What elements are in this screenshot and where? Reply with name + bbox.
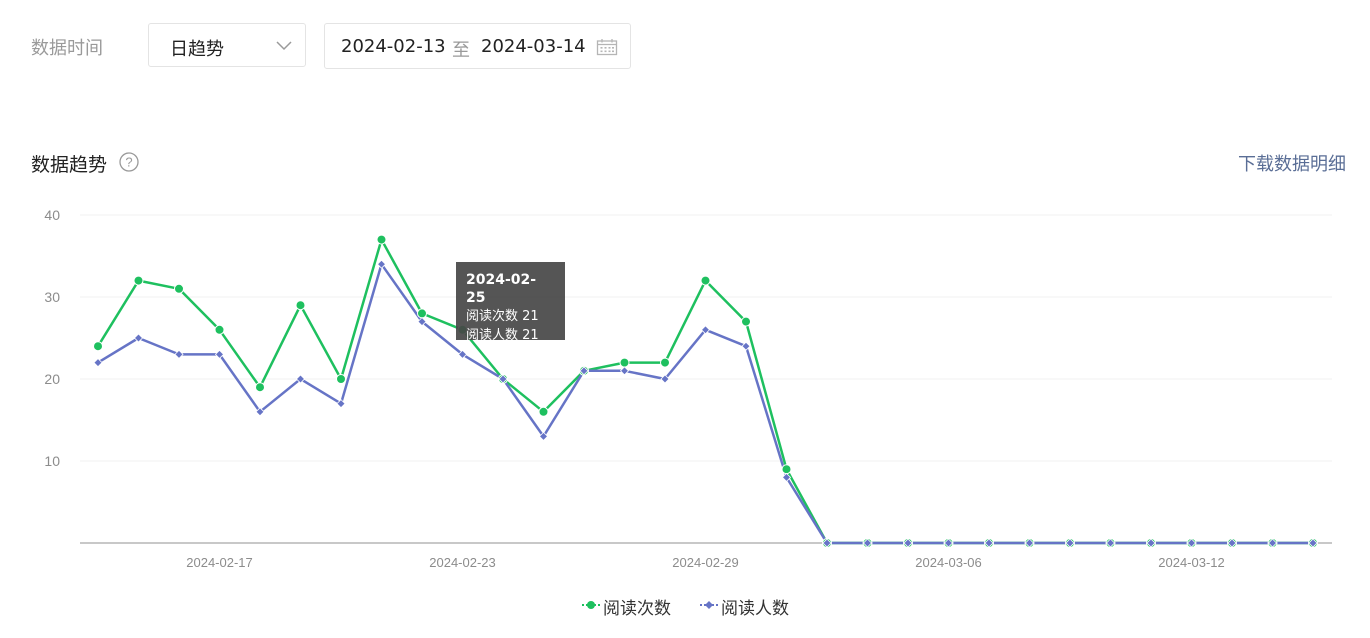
data-point-readers — [943, 538, 954, 548]
data-point-reads — [660, 357, 670, 368]
data-point-readers — [579, 366, 589, 376]
data-point-readers — [214, 349, 225, 359]
data-point-reads — [133, 275, 144, 286]
chart-tooltip: 2024-02-25 阅读次数 21 阅读人数 21 — [456, 262, 565, 343]
data-point-reads — [700, 275, 711, 286]
data-point-readers — [376, 259, 387, 269]
y-tick-label: 20 — [44, 371, 60, 387]
data-point-readers — [174, 349, 184, 359]
data-point-reads — [417, 308, 427, 319]
calendar-icon — [596, 39, 618, 56]
series-line-readers — [97, 262, 1313, 545]
question-circle-icon[interactable]: ? — [119, 152, 139, 172]
data-point-readers — [1024, 538, 1035, 548]
data-point-readers — [1227, 538, 1237, 548]
data-point-readers — [417, 317, 427, 327]
y-tick-label: 40 — [44, 207, 60, 223]
data-point-reads — [255, 382, 265, 393]
data-point-reads — [295, 300, 306, 311]
data-point-readers — [822, 538, 832, 548]
date-separator: 至 — [452, 40, 470, 61]
date-range-picker[interactable]: 2024-02-13 至 2024-03-14 — [324, 23, 631, 69]
data-point-readers — [700, 325, 711, 335]
data-point-reads — [538, 406, 549, 417]
tooltip-row-readers: 阅读人数 21 — [466, 328, 539, 343]
data-point-readers — [660, 374, 670, 384]
data-point-readers — [862, 538, 873, 548]
date-start[interactable]: 2024-02-13 — [341, 36, 446, 57]
data-point-reads — [619, 357, 630, 368]
tooltip-row-reads: 阅读次数 21 — [466, 309, 539, 324]
x-tick-label: 2024-02-29 — [672, 555, 739, 570]
date-end[interactable]: 2024-03-14 — [481, 36, 586, 57]
y-tick-label: 10 — [44, 453, 60, 469]
data-point-readers — [1308, 538, 1318, 548]
trend-select[interactable]: 日趋势 — [148, 23, 306, 67]
section-title: 数据趋势 — [31, 154, 108, 176]
data-point-readers — [619, 366, 630, 376]
data-point-reads — [336, 374, 346, 384]
x-tick-label: 2024-02-23 — [429, 555, 496, 570]
x-tick-label: 2024-02-17 — [186, 555, 253, 570]
data-point-reads — [174, 283, 184, 294]
legend-circle-marker-icon — [582, 601, 600, 609]
filter-label-data-time: 数据时间 — [31, 38, 103, 59]
data-point-readers — [1105, 538, 1116, 548]
x-tick-label: 2024-03-12 — [1158, 555, 1225, 570]
legend-label-reads: 阅读次数 — [603, 599, 671, 619]
chart-legend: 阅读次数 阅读人数 — [0, 594, 1370, 619]
legend-label-readers: 阅读人数 — [721, 599, 789, 619]
data-point-readers — [93, 358, 103, 368]
data-point-readers — [295, 374, 306, 384]
y-tick-label: 30 — [44, 289, 60, 305]
chevron-down-icon — [276, 41, 292, 51]
data-point-readers — [903, 538, 913, 548]
legend-diamond-marker-icon — [700, 601, 718, 609]
data-point-readers — [741, 341, 751, 351]
data-point-readers — [255, 407, 265, 417]
trend-line-chart: 10 20 30 40 2024-02-17 2024-02-23 2024-02-29 20… — [44, 207, 1332, 570]
data-point-readers — [457, 349, 468, 359]
x-tick-label: 2024-03-06 — [915, 555, 982, 570]
data-point-readers — [1267, 538, 1278, 548]
data-point-readers — [984, 538, 994, 548]
data-point-reads — [214, 324, 225, 335]
data-point-readers — [781, 472, 792, 482]
data-point-readers — [1146, 538, 1156, 548]
data-point-readers — [133, 333, 144, 343]
data-point-readers — [498, 374, 508, 384]
data-point-reads — [781, 464, 792, 475]
trend-select-value: 日趋势 — [170, 39, 224, 60]
data-point-readers — [336, 399, 346, 409]
tooltip-date: 2024-02-25 — [466, 272, 537, 306]
data-point-reads — [93, 341, 103, 352]
download-data-link[interactable]: 下载数据明细 — [1238, 154, 1346, 175]
data-point-reads — [376, 234, 387, 245]
data-point-readers — [1065, 538, 1075, 548]
data-point-reads — [741, 316, 751, 327]
data-point-readers — [1186, 538, 1197, 548]
data-point-readers — [538, 431, 549, 441]
svg-text:?: ? — [125, 155, 132, 170]
